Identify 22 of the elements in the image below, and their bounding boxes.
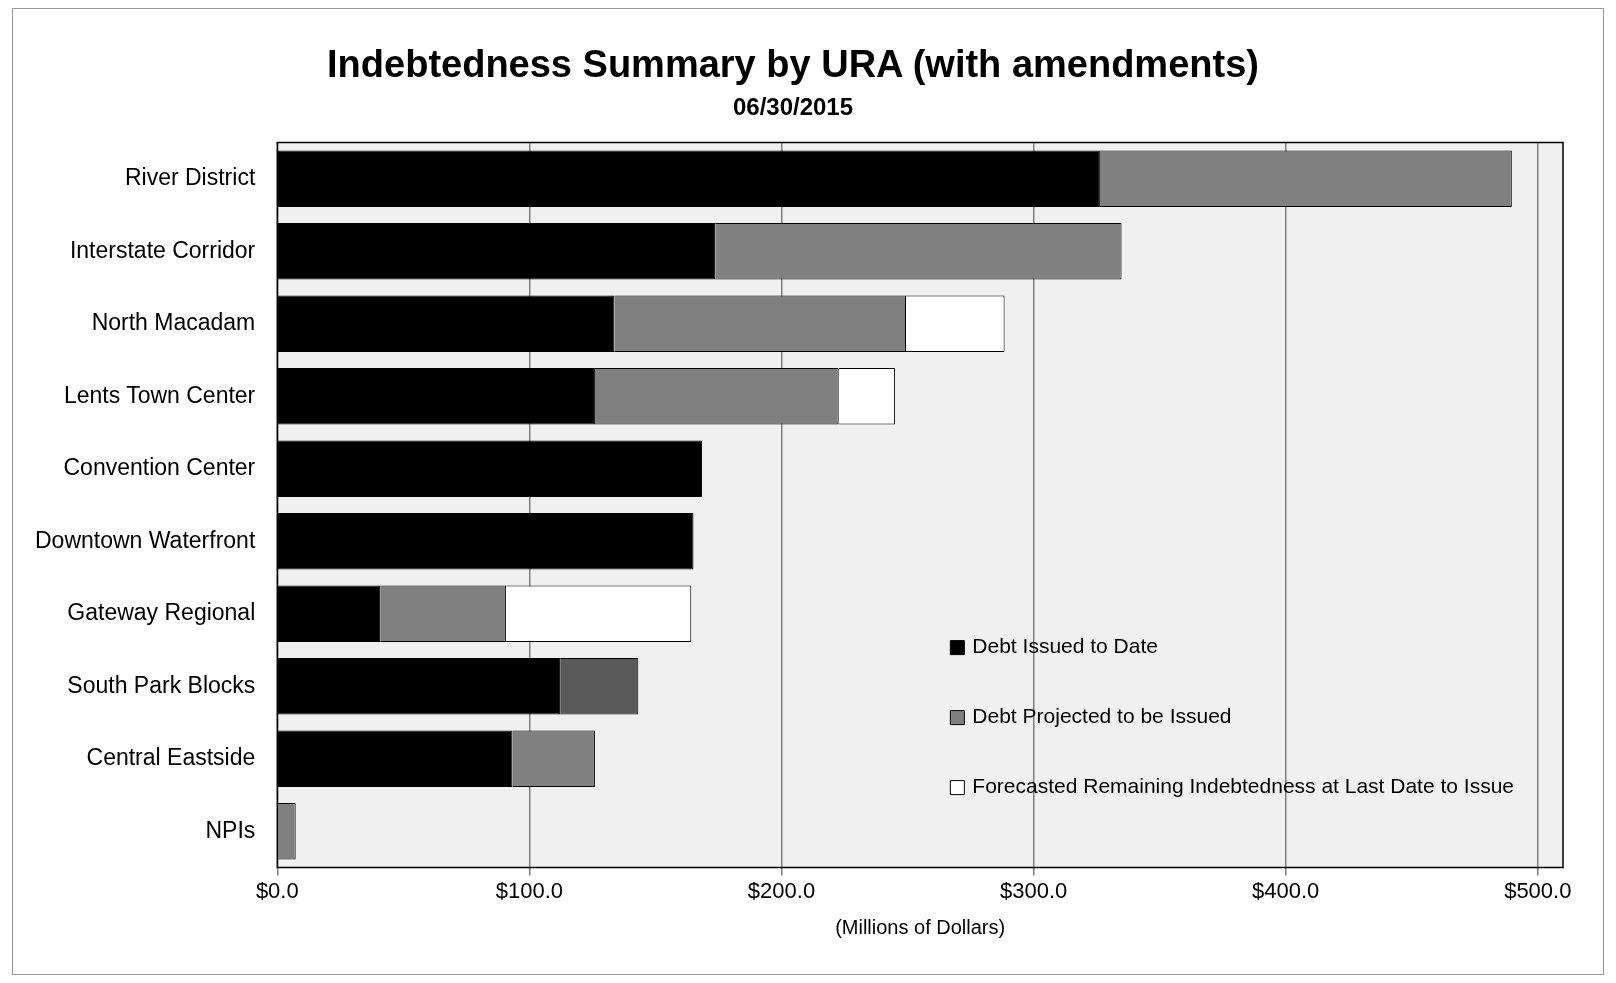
x-tick-label: $200.0 [747, 877, 816, 903]
x-tick-label: $500.0 [1504, 877, 1572, 903]
legend-label: Debt Issued to Date [972, 634, 1158, 658]
y-tick-label: Central Eastside [86, 744, 256, 771]
x-tick-label: $400.0 [1252, 877, 1320, 903]
y-tick-label: Gateway Regional [67, 599, 256, 626]
x-tick-label: $100.0 [495, 877, 564, 903]
legend-label: Debt Projected to be Issued [972, 704, 1232, 728]
y-tick-label: Lents Town Center [63, 381, 256, 408]
chart-subtitle: 06/30/2015 [732, 92, 854, 120]
y-tick-label: Interstate Corridor [69, 236, 256, 263]
y-tick-label: Convention Center [63, 454, 256, 481]
x-tick-label: $300.0 [999, 877, 1068, 903]
y-tick-label: River District [124, 164, 256, 190]
x-tick-label: $0.0 [255, 877, 299, 903]
y-tick-label: South Park Blocks [67, 671, 256, 698]
chart-title: Indebtedness Summary by URA (with amendments) [327, 43, 1259, 86]
x-axis-title: (Millions of Dollars) [835, 915, 1006, 938]
y-tick-label: NPIs [205, 816, 256, 843]
y-tick-label: North Macadam [91, 309, 256, 336]
y-tick-label: Downtown Waterfront [34, 526, 256, 553]
legend-label: Forecasted Remaining Indebtedness at Last Date to Issue [972, 774, 1514, 798]
